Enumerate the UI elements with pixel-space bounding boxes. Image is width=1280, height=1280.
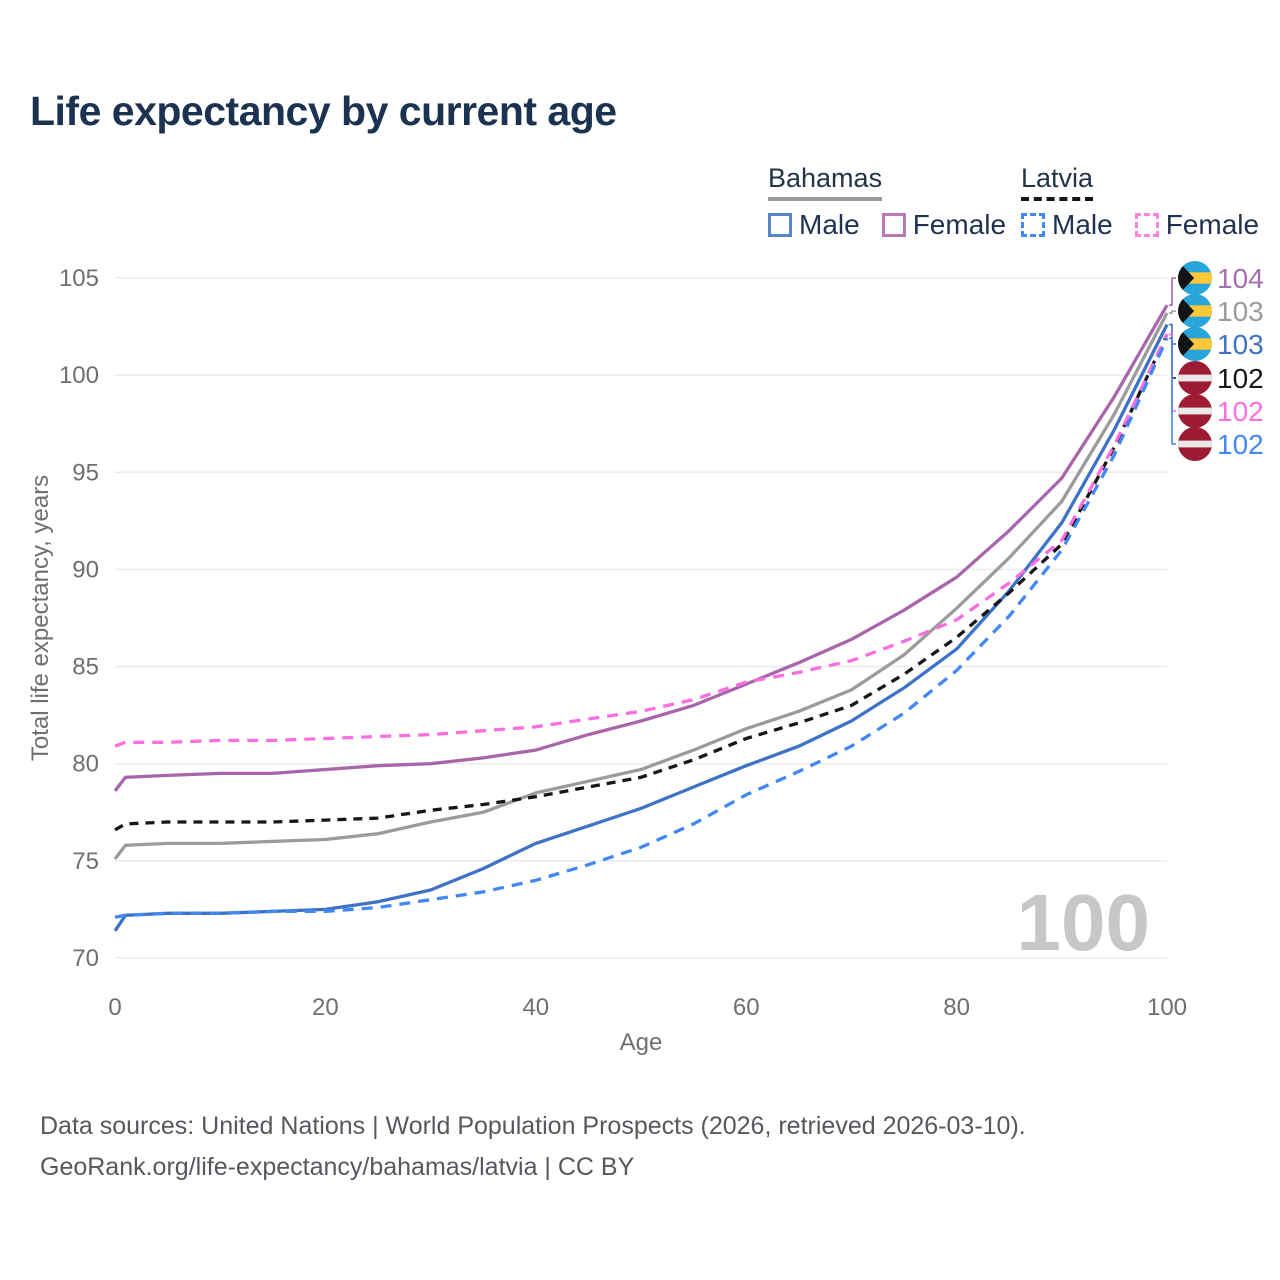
legend-items-latvia: Male Female [1021,209,1259,241]
data-sources-line: Data sources: United Nations | World Pop… [40,1112,1026,1140]
flag-stripe [1178,407,1212,415]
flag-stripe [1178,272,1212,284]
series-line-bahamas-female[interactable] [113,304,1169,792]
series-line-bahamas-male[interactable] [113,323,1169,932]
x-tick-label: 100 [1147,994,1187,1021]
y-tick-label: 90 [72,556,99,583]
y-tick-label: 70 [72,945,99,972]
flag-stripe [1178,374,1212,382]
x-tick-label: 0 [108,994,121,1021]
bahamas-flag-icon [1178,261,1212,295]
y-tick-label: 100 [59,362,99,389]
legend-swatch-icon [1134,213,1159,237]
y-tick-label: 75 [72,848,99,875]
legend-item-bahamas-female[interactable]: Female [881,209,1007,241]
legend-country-bahamas[interactable]: Bahamas [768,163,883,201]
end-value-label: 104 [1217,263,1264,294]
legend-item-label: Female [912,209,1007,240]
end-value-label: 102 [1217,396,1264,427]
x-tick-label: 40 [522,994,549,1021]
flag-chevron [1178,327,1195,361]
legend-swatch-icon [768,213,792,237]
legend-group-bahamas: Bahamas Male Female [768,163,1006,241]
flag-chevron [1178,294,1195,328]
legend-item-label: Male [1052,209,1113,240]
series-line-latvia-female[interactable] [114,333,1169,748]
attribution-line: GeoRank.org/life-expectancy/bahamas/latv… [40,1153,635,1181]
legend-item-latvia-male[interactable]: Male [1021,209,1113,241]
legend-items-bahamas: Male Female [768,209,1006,241]
bahamas-flag-icon [1178,294,1212,328]
legend-group-latvia: Latvia Male Female [1021,163,1259,241]
latvia-flag-icon [1178,427,1212,461]
y-tick-label: 85 [72,654,99,681]
legend-swatch-icon [1021,213,1045,237]
leader-line-bahamas-female [1169,277,1176,307]
legend-item-label: Male [799,209,860,240]
series-line-bahamas[interactable] [113,312,1169,860]
latvia-flag-icon [1178,361,1212,395]
x-axis-title: Age [620,1029,663,1056]
footer: Data sources: United Nations | World Pop… [40,1106,1026,1188]
flag-stripe [1178,440,1212,448]
leader-line-bahamas [1169,310,1176,314]
end-value-label: 102 [1217,363,1264,394]
age-watermark: 100 [1017,878,1150,967]
series-line-latvia[interactable] [114,333,1169,832]
latvia-flag-icon [1178,394,1212,428]
y-axis-title: Total life expectancy, years [27,475,54,761]
y-tick-label: 105 [59,265,99,292]
legend-item-label: Female [1165,209,1260,240]
bahamas-flag-icon [1178,327,1212,361]
x-tick-label: 20 [312,994,339,1021]
end-value-label: 102 [1217,429,1264,460]
series-line-latvia-male[interactable] [114,337,1169,919]
y-tick-label: 95 [72,459,99,486]
end-value-label: 103 [1217,329,1264,360]
flag-stripe [1178,305,1212,317]
legend-item-latvia-female[interactable]: Female [1134,209,1260,241]
flag-stripe [1178,338,1212,350]
legend-swatch-icon [881,213,906,237]
page-title: Life expectancy by current age [30,88,617,134]
x-tick-label: 80 [943,994,970,1021]
legend-item-bahamas-male[interactable]: Male [768,209,860,241]
x-tick-label: 60 [733,994,760,1021]
flag-chevron [1178,261,1195,295]
y-tick-label: 80 [72,751,99,778]
end-value-label: 103 [1217,296,1264,327]
leader-line-latvia-male [1169,337,1176,445]
legend-country-latvia[interactable]: Latvia [1021,163,1094,201]
